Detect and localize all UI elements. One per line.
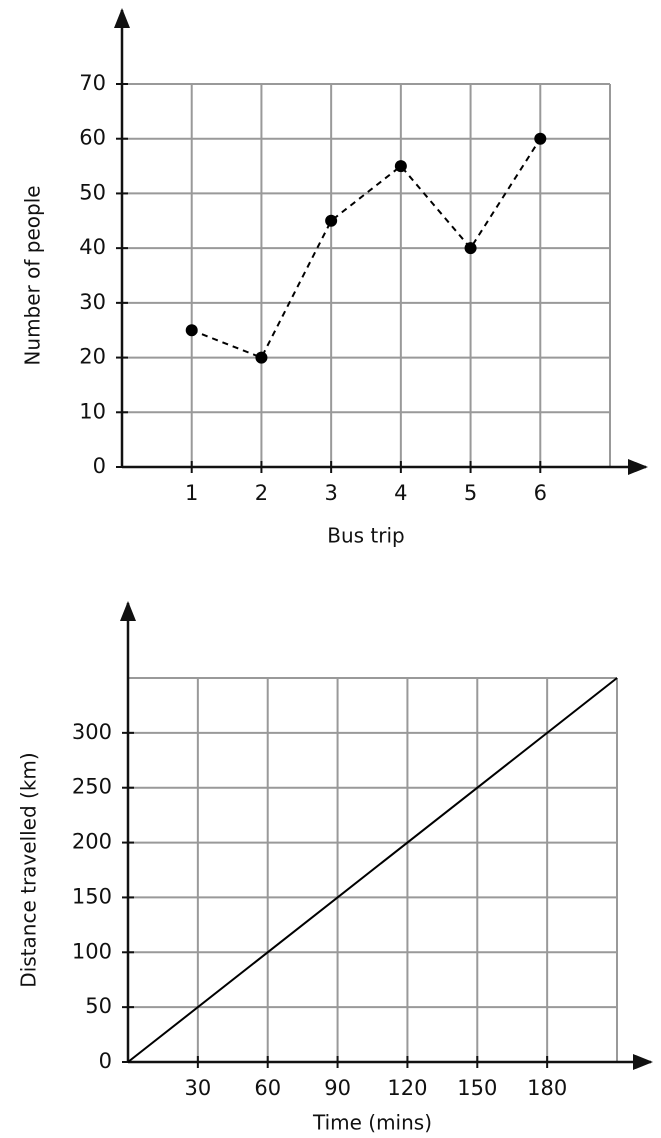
x-tick-label: 90 <box>324 1076 351 1100</box>
y-tick-label: 200 <box>72 830 112 854</box>
y-tick-label: 50 <box>79 180 106 204</box>
y-tick-label: 50 <box>85 994 112 1018</box>
y-axis-label: Number of people <box>21 185 45 365</box>
x-tick-label: 120 <box>387 1076 427 1100</box>
x-tick-label: 180 <box>527 1076 567 1100</box>
y-tick-label: 0 <box>93 454 106 478</box>
y-axis-label: Distance travelled (km) <box>17 752 41 987</box>
y-tick-label: 250 <box>72 775 112 799</box>
x-tick-label: 30 <box>184 1076 211 1100</box>
y-tick-label: 40 <box>79 235 106 259</box>
x-tick-label: 60 <box>254 1076 281 1100</box>
x-tick-label: 4 <box>394 481 407 505</box>
x-tick-label: 150 <box>457 1076 497 1100</box>
y-tick-label: 0 <box>99 1049 112 1073</box>
x-tick-label: 6 <box>534 481 547 505</box>
y-tick-label: 30 <box>79 290 106 314</box>
y-tick-label: 10 <box>79 399 106 423</box>
data-point <box>534 132 547 145</box>
data-point <box>325 214 338 227</box>
x-axis-label: Time (mins) <box>312 1111 432 1135</box>
y-tick-label: 100 <box>72 939 112 963</box>
x-tick-label: 1 <box>185 481 198 505</box>
y-tick-label: 150 <box>72 884 112 908</box>
data-point <box>185 324 198 337</box>
y-tick-label: 70 <box>79 71 106 95</box>
x-tick-label: 2 <box>255 481 268 505</box>
y-tick-label: 20 <box>79 345 106 369</box>
x-tick-label: 3 <box>324 481 337 505</box>
y-tick-label: 60 <box>79 126 106 150</box>
data-line <box>127 677 618 1063</box>
x-axis-label: Bus trip <box>327 524 405 548</box>
data-point <box>394 160 407 173</box>
data-point <box>464 242 477 255</box>
y-tick-label: 300 <box>72 720 112 744</box>
data-point <box>255 351 268 364</box>
x-tick-label: 5 <box>464 481 477 505</box>
